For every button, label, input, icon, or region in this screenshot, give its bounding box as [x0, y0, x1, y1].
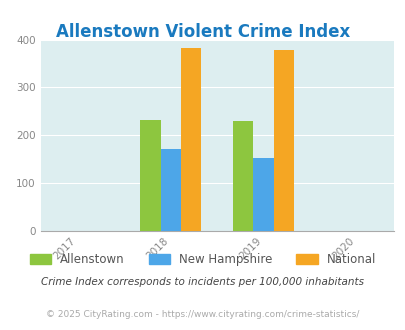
Bar — [232, 121, 253, 231]
Text: Crime Index corresponds to incidents per 100,000 inhabitants: Crime Index corresponds to incidents per… — [41, 278, 364, 287]
Text: © 2025 CityRating.com - https://www.cityrating.com/crime-statistics/: © 2025 CityRating.com - https://www.city… — [46, 310, 359, 319]
Text: Allenstown Violent Crime Index: Allenstown Violent Crime Index — [56, 23, 349, 41]
Bar — [181, 48, 201, 231]
Bar — [140, 120, 160, 231]
Legend: Allenstown, New Hampshire, National: Allenstown, New Hampshire, National — [25, 248, 380, 271]
Bar — [160, 149, 181, 231]
Bar — [273, 50, 294, 231]
Bar — [253, 158, 273, 231]
